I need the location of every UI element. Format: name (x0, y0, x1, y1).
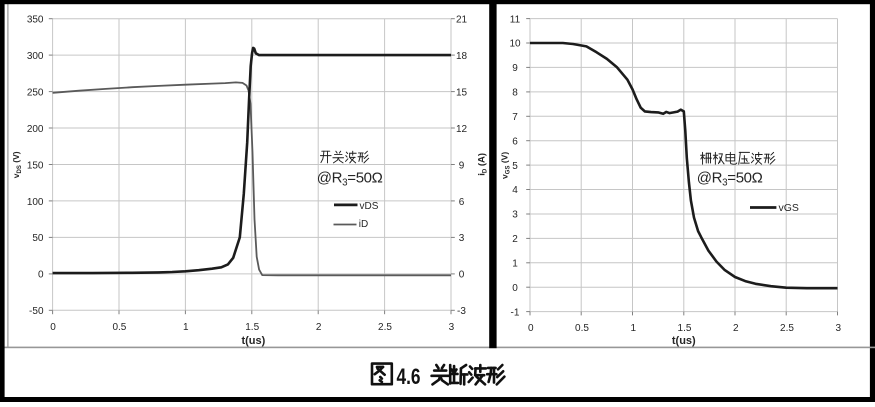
svg-text:1: 1 (183, 322, 189, 333)
svg-text:100: 100 (27, 197, 44, 208)
svg-text:200: 200 (27, 124, 44, 135)
svg-text:21: 21 (456, 15, 468, 26)
svg-text:4.6: 4.6 (397, 364, 421, 389)
svg-text:1: 1 (631, 323, 637, 334)
svg-text:250: 250 (27, 87, 44, 98)
svg-text:2.5: 2.5 (780, 323, 794, 334)
svg-text:1.5: 1.5 (678, 323, 692, 334)
svg-text:4: 4 (512, 185, 518, 196)
svg-text:0: 0 (512, 283, 518, 294)
svg-text:10: 10 (509, 39, 521, 50)
svg-text:9: 9 (459, 160, 465, 171)
svg-text:-50: -50 (29, 306, 44, 317)
svg-text:150: 150 (27, 160, 44, 171)
svg-text:-1: -1 (511, 307, 520, 318)
svg-text:vGS: vGS (779, 202, 799, 214)
svg-text:300: 300 (27, 51, 44, 62)
svg-text:0.5: 0.5 (112, 322, 126, 333)
svg-text:3: 3 (836, 323, 842, 334)
svg-text:vGS (V): vGS (V) (500, 152, 512, 179)
svg-text:vDS: vDS (360, 201, 379, 212)
svg-text:3: 3 (512, 210, 518, 221)
svg-text:0.5: 0.5 (575, 323, 589, 334)
svg-text:0: 0 (50, 322, 56, 333)
svg-text:vDS (V): vDS (V) (11, 151, 23, 178)
svg-text:@R3=50Ω: @R3=50Ω (317, 169, 383, 188)
svg-text:12: 12 (456, 124, 468, 135)
svg-text:15: 15 (456, 87, 468, 98)
svg-text:0: 0 (38, 270, 44, 281)
svg-text:3: 3 (459, 233, 465, 244)
svg-text:1.5: 1.5 (245, 322, 259, 333)
svg-text:@R3=50Ω: @R3=50Ω (697, 170, 763, 189)
svg-text:iD: iD (359, 219, 368, 230)
svg-text:6: 6 (512, 136, 518, 147)
svg-text:7: 7 (512, 112, 518, 123)
svg-text:5: 5 (512, 161, 518, 172)
svg-text:9: 9 (512, 63, 518, 74)
svg-text:50: 50 (32, 233, 44, 244)
svg-text:t(us): t(us) (241, 335, 265, 347)
svg-text:2: 2 (316, 322, 322, 333)
svg-text:2: 2 (733, 323, 739, 334)
svg-text:350: 350 (27, 15, 44, 26)
svg-text:2.5: 2.5 (378, 322, 392, 333)
svg-text:-3: -3 (457, 306, 466, 317)
svg-text:18: 18 (456, 51, 468, 62)
svg-text:1: 1 (512, 259, 518, 270)
svg-text:6: 6 (459, 197, 465, 208)
svg-text:0: 0 (528, 323, 534, 334)
svg-text:3: 3 (449, 322, 455, 333)
svg-text:2: 2 (512, 234, 518, 245)
svg-text:8: 8 (512, 88, 518, 99)
svg-text:t(us): t(us) (672, 335, 696, 347)
svg-text:iD (A): iD (A) (477, 153, 489, 176)
svg-text:0: 0 (459, 270, 465, 281)
svg-text:11: 11 (510, 14, 521, 25)
